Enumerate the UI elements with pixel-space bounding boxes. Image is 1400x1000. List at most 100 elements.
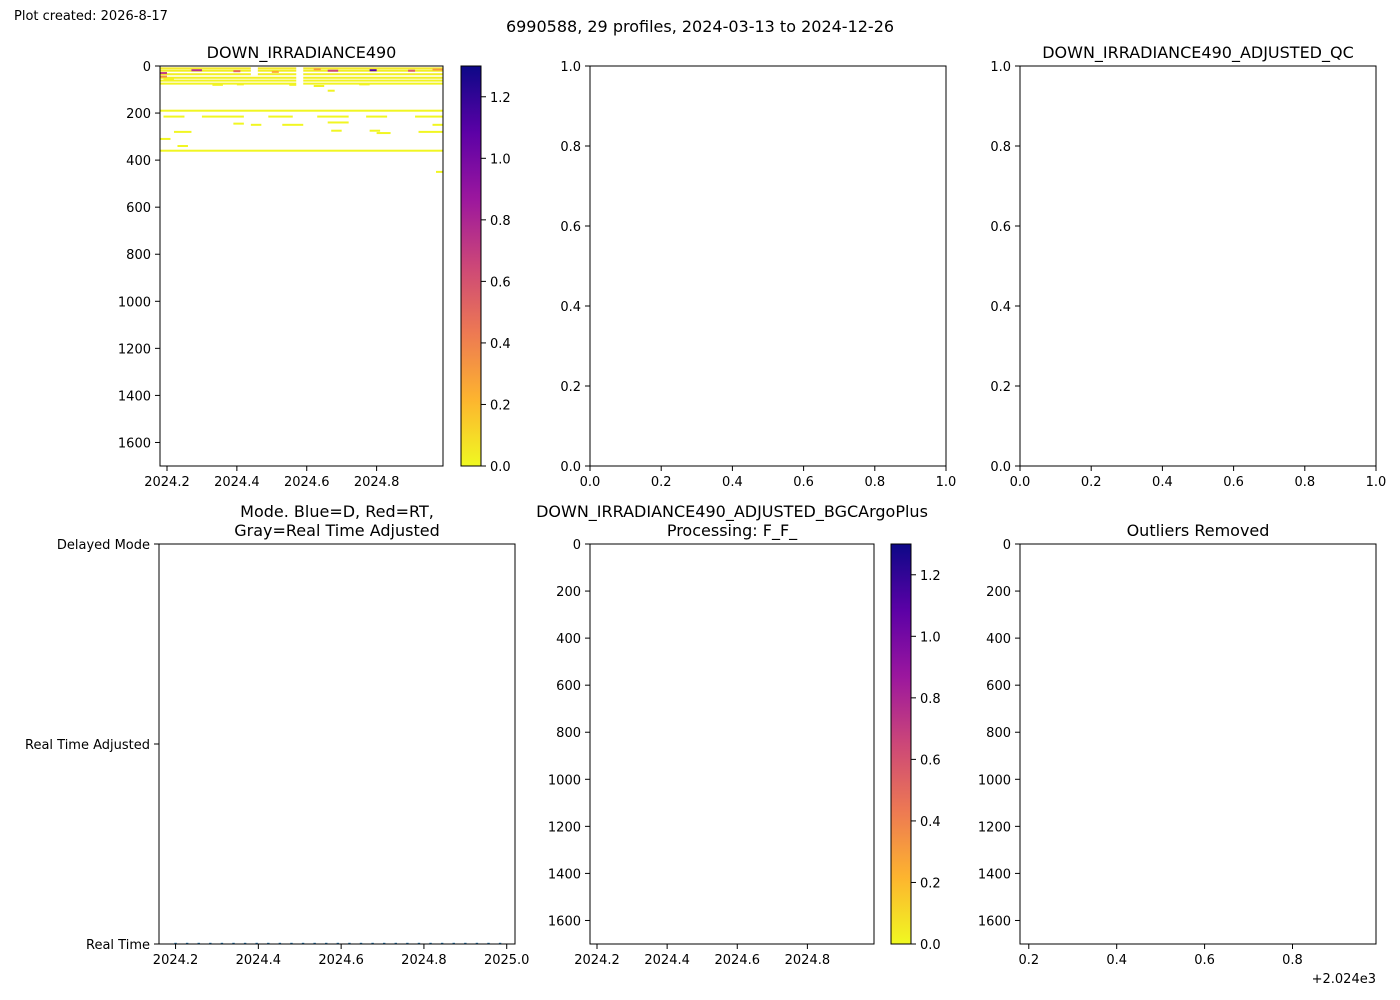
- irradiance-segment: [369, 129, 381, 132]
- axes-frame: [1019, 543, 1377, 945]
- colorbar-tick-label: 0.0: [490, 460, 511, 475]
- mode-point: [278, 942, 282, 944]
- y-tick-label: 0.6: [990, 220, 1011, 235]
- figure-suptitle: 6990588, 29 profiles, 2024-03-13 to 2024…: [506, 17, 894, 36]
- x-tick-label: 0.8: [1294, 475, 1315, 490]
- y-tick-label: 0.2: [990, 380, 1011, 395]
- data-layer: [174, 942, 502, 944]
- mode-point: [348, 942, 351, 944]
- y-tick-label: 400: [126, 154, 151, 169]
- y-tick-label: 0.2: [560, 380, 581, 395]
- y-tick-label: 800: [556, 726, 581, 741]
- x-tick-label: 2024.8: [354, 475, 400, 490]
- subplot-grid: 2024.2 2024.4 2024.6 2024.8 0 200 400 600 800 100…: [25, 43, 1386, 987]
- irradiance-segment: [233, 122, 244, 125]
- colorbar-tick-label: 0.2: [920, 876, 941, 891]
- x-tick-label: 0.6: [1223, 475, 1244, 490]
- subplot-title: DOWN_IRRADIANCE490: [207, 43, 397, 63]
- y-tick-label: 0.6: [560, 220, 581, 235]
- y-tick-label: 1400: [978, 867, 1011, 882]
- y-tick-label: 0.0: [990, 460, 1011, 475]
- y-tick-label: 600: [986, 679, 1011, 694]
- x-tick-label: 0.0: [580, 475, 601, 490]
- irradiance-segment: [331, 129, 342, 132]
- data-gap: [296, 66, 304, 88]
- y-tick-label: 600: [556, 679, 581, 694]
- y-tick-label: 1000: [548, 773, 581, 788]
- subplot-title-line: Gray=Real Time Adjusted: [234, 521, 440, 540]
- irradiance-segment: [160, 137, 171, 140]
- x-tick-label: 2024.6: [284, 475, 330, 490]
- irradiance-segment: [327, 69, 339, 72]
- colorbar-tick-label: 0.6: [920, 753, 941, 768]
- x-tick-label: 2024.2: [144, 475, 190, 490]
- subplot-bgc: 2024.2 2024.4 2024.6 2024.8 0 200 400 600 800 100…: [536, 502, 941, 968]
- mode-point: [371, 942, 374, 944]
- colorbar-tick-label: 0.4: [490, 337, 511, 352]
- axes-frame: [159, 65, 444, 467]
- colorbar-tick-label: 0.0: [920, 938, 941, 953]
- y-tick-label: 200: [126, 107, 151, 122]
- irradiance-segment: [236, 83, 244, 86]
- mode-point: [464, 942, 467, 944]
- x-tick-label: 2025.0: [484, 953, 530, 968]
- irradiance-segment: [415, 115, 443, 118]
- colorbar-tick-label: 0.8: [490, 214, 511, 229]
- mode-point: [359, 942, 363, 944]
- y-tick-label: 1.0: [990, 60, 1011, 75]
- y-tick-label: 400: [556, 632, 581, 647]
- irradiance-segment: [268, 115, 293, 118]
- y-tick-label: 1000: [978, 773, 1011, 788]
- irradiance-segment: [250, 123, 262, 126]
- x-tick-label: 0.6: [793, 475, 814, 490]
- irradiance-segment: [177, 145, 188, 147]
- mode-point: [440, 942, 444, 944]
- mode-point: [406, 942, 409, 944]
- subplot-title-line: Processing: F_F_: [667, 521, 798, 541]
- irradiance-segment: [376, 132, 391, 135]
- axes-frame: [589, 65, 947, 467]
- mode-point: [487, 942, 490, 944]
- subplot-outliers: 0.2 0.4 0.6 0.8 0 200 400 600 800 1000 1200 1400 160…: [978, 521, 1377, 987]
- irradiance-segment: [359, 83, 370, 86]
- irradiance-segment: [408, 69, 416, 72]
- x-tick-label: 2024.8: [401, 953, 447, 968]
- colorbar-tick-label: 0.4: [920, 815, 941, 830]
- x-tick-label: 0.8: [1282, 953, 1303, 968]
- x-tick-label: 0.2: [1018, 953, 1039, 968]
- irradiance-segment: [160, 149, 443, 152]
- irradiance-segment: [313, 85, 325, 87]
- x-tick-label: 2024.6: [715, 953, 761, 968]
- irradiance-segment: [327, 89, 335, 92]
- mode-point: [313, 942, 316, 944]
- irradiance-segment: [327, 121, 349, 124]
- subplot-raw: 2024.2 2024.4 2024.6 2024.8 0 200 400 600 800 100…: [118, 43, 511, 490]
- x-tick-label: 2024.8: [785, 953, 831, 968]
- y-tick-label: 200: [986, 585, 1011, 600]
- irradiance-segment: [436, 170, 443, 173]
- y-tick-label: 1000: [118, 295, 151, 310]
- mode-point: [243, 942, 247, 944]
- mode-point: [232, 942, 235, 944]
- y-tick-label: 1400: [118, 389, 151, 404]
- x-tick-label: 2024.2: [153, 953, 199, 968]
- y-tick-label: 1.0: [560, 60, 581, 75]
- y-tick-label: 0.8: [990, 140, 1011, 155]
- x-tick-label: 0.8: [864, 475, 885, 490]
- mode-point: [325, 942, 328, 944]
- x-tick-label: 2024.4: [644, 953, 690, 968]
- irradiance-segment: [212, 83, 223, 86]
- mode-point: [452, 942, 455, 944]
- irradiance-segment: [282, 123, 304, 126]
- mode-point: [290, 942, 293, 944]
- y-tick-label: 1600: [118, 436, 151, 451]
- irradiance-segment: [289, 83, 300, 86]
- x-offset-label: +2.024e3: [1312, 972, 1376, 987]
- y-tick-label: 0.0: [560, 460, 581, 475]
- irradiance-segment: [163, 115, 185, 118]
- mode-point: [174, 942, 177, 944]
- x-tick-label: 0.0: [1010, 475, 1031, 490]
- x-tick-label: 0.6: [1194, 953, 1215, 968]
- irradiance-segment: [418, 130, 443, 133]
